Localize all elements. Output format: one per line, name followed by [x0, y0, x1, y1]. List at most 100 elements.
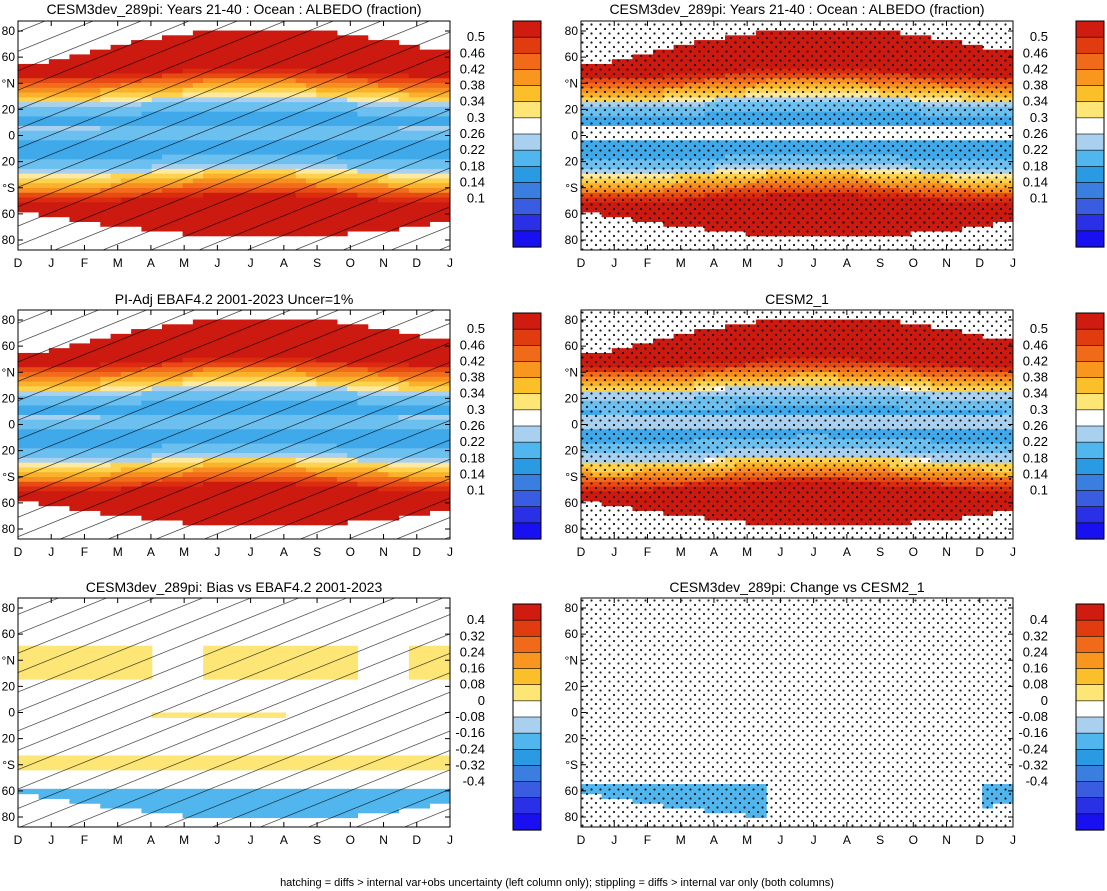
- x-tick-label: D: [975, 256, 984, 270]
- x-tick-label: A: [280, 256, 288, 270]
- y-tick-label: 60: [565, 50, 579, 64]
- panel-title-obs: PI-Adj EBAF4.2 2001-2023 Uncer=1%: [115, 291, 354, 307]
- colorbar-label: 0.14: [1023, 174, 1048, 189]
- colorbar-swatch: [1075, 36, 1105, 54]
- y-tick-label: 60: [2, 50, 16, 64]
- colorbar-swatch: [1075, 230, 1105, 248]
- y-tick-label: 20: [565, 155, 579, 169]
- y-tick-label: 60: [2, 207, 16, 221]
- y-tick-label: 80: [2, 233, 16, 247]
- colorbar-swatch: [512, 36, 542, 54]
- colorbar-swatch: [512, 85, 542, 103]
- y-tick-label: °S: [2, 181, 15, 195]
- x-tick-label: N: [942, 256, 951, 270]
- x-tick-label: J: [611, 256, 617, 270]
- colorbar-label: 0.18: [1023, 158, 1048, 173]
- colorbar-swatch: [1075, 182, 1105, 200]
- x-tick-label: J: [248, 256, 254, 270]
- colorbar-swatch: [512, 165, 542, 184]
- y-tick-label: 0: [8, 129, 15, 143]
- x-tick-label: A: [147, 256, 155, 270]
- colorbar-label: 0.3: [1030, 110, 1048, 125]
- x-tick-label: N: [379, 256, 388, 270]
- colorbar-label: 0.14: [460, 174, 485, 189]
- colorbar-label: 0.26: [460, 126, 485, 141]
- colorbar-label: 0.26: [1023, 126, 1048, 141]
- colorbar-swatch: [512, 101, 542, 119]
- x-tick-label: J: [1010, 256, 1016, 270]
- colorbar-label: 0.5: [1030, 29, 1048, 44]
- colorbar-swatch: [1075, 133, 1105, 151]
- x-tick-label: D: [14, 256, 23, 270]
- x-tick-label: F: [81, 256, 88, 270]
- colorbar-swatch: [512, 133, 542, 151]
- colorbar-label: 0.42: [460, 61, 485, 76]
- colorbar-swatch: [512, 20, 542, 38]
- colorbar-label: 0.22: [460, 142, 485, 157]
- y-tick-label: 80: [565, 233, 579, 247]
- colorbar-swatch: [1075, 101, 1105, 119]
- colorbar-frame: [1075, 20, 1105, 248]
- x-tick-label: O: [346, 256, 355, 270]
- x-tick-label: M: [179, 256, 189, 270]
- y-tick-label: °S: [565, 181, 578, 195]
- colorbar: 0.50.460.420.380.340.30.260.220.180.140.…: [460, 20, 542, 248]
- colorbar: 0.50.460.420.380.340.30.260.220.180.140.…: [1023, 20, 1105, 248]
- hatching-overlay: [18, 21, 450, 250]
- colorbar-label: 0.38: [460, 78, 485, 93]
- x-tick-label: A: [710, 256, 718, 270]
- colorbar-swatch: [1075, 198, 1105, 216]
- colorbar-swatch: [512, 230, 542, 248]
- colorbar-label: 0.38: [1023, 78, 1048, 93]
- panel-title-cesm2: CESM2_1: [765, 291, 829, 307]
- x-tick-label: D: [577, 256, 586, 270]
- colorbar-swatch: [1075, 214, 1105, 232]
- y-tick-label: 20: [2, 155, 16, 169]
- colorbar-swatch: [512, 214, 542, 232]
- x-tick-label: M: [742, 256, 752, 270]
- colorbar-label: 0.46: [1023, 45, 1048, 60]
- y-tick-label: 80: [565, 24, 579, 38]
- x-tick-label: D: [412, 256, 421, 270]
- x-tick-label: M: [113, 256, 123, 270]
- y-tick-label: 80: [2, 24, 16, 38]
- colorbar-swatch: [512, 52, 542, 71]
- x-tick-label: S: [313, 256, 321, 270]
- colorbar-swatch: [512, 198, 542, 216]
- panel-title-change: CESM3dev_289pi: Change vs CESM2_1: [669, 579, 924, 595]
- colorbar-label: 0.3: [467, 110, 485, 125]
- x-tick-label: J: [811, 256, 817, 270]
- x-tick-label: O: [909, 256, 918, 270]
- y-tick-label: 0: [571, 129, 578, 143]
- x-tick-label: S: [876, 256, 884, 270]
- colorbar-swatch: [1075, 20, 1105, 38]
- colorbar-swatch: [1075, 149, 1105, 167]
- colorbar-label: 0.5: [467, 29, 485, 44]
- colorbar-label: 0.18: [460, 158, 485, 173]
- colorbar-label: 0.34: [460, 94, 485, 109]
- colorbar-swatch: [1075, 69, 1105, 87]
- colorbar-label: 0.1: [1030, 191, 1048, 206]
- x-tick-label: J: [48, 256, 54, 270]
- colorbar-label: 0.22: [1023, 142, 1048, 157]
- panel-title-bias: CESM3dev_289pi: Bias vs EBAF4.2 2001-202…: [86, 579, 383, 595]
- panel-title-model-abs-stipple: CESM3dev_289pi: Years 21-40 : Ocean : AL…: [609, 1, 984, 17]
- colorbar-swatch: [1075, 117, 1105, 135]
- x-tick-label: J: [777, 256, 783, 270]
- x-tick-label: M: [676, 256, 686, 270]
- x-tick-label: J: [214, 256, 220, 270]
- colorbar-label: 0.46: [460, 45, 485, 60]
- colorbar-swatch: [512, 182, 542, 200]
- colorbar-frame: [512, 20, 542, 248]
- colorbar-label: 0.34: [1023, 94, 1048, 109]
- colorbar-swatch: [512, 117, 542, 135]
- y-tick-label: 20: [2, 102, 16, 116]
- x-tick-label: A: [843, 256, 851, 270]
- y-tick-label: 20: [565, 102, 579, 116]
- y-tick-label: °N: [565, 76, 578, 90]
- x-tick-label: F: [644, 256, 651, 270]
